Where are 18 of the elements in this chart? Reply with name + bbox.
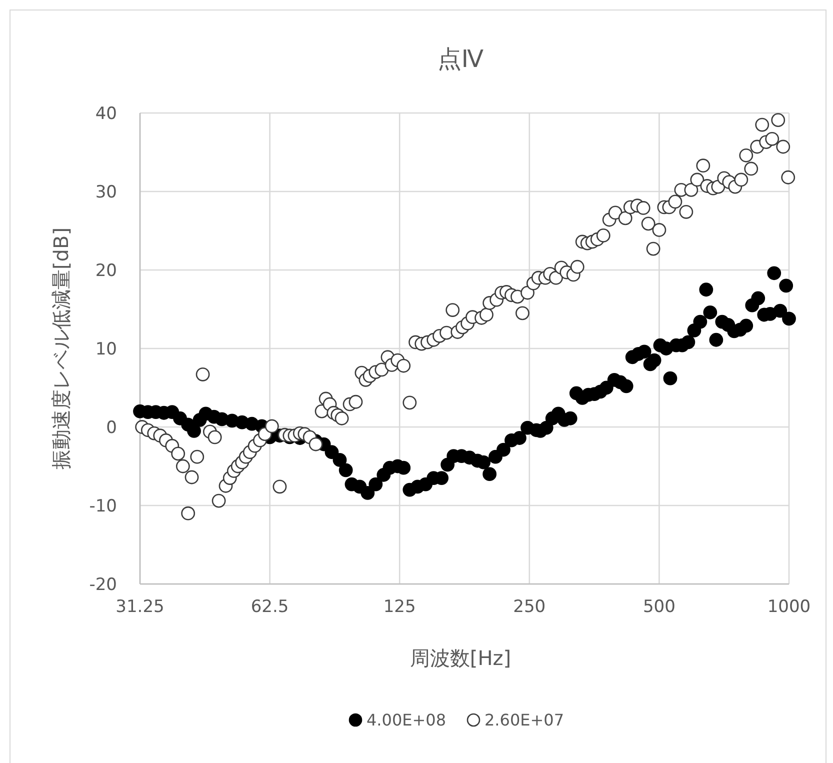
y-tick-label: 20 — [95, 260, 117, 281]
y-tick-label: 10 — [95, 339, 117, 360]
x-tick-label: 125 — [383, 597, 416, 617]
y-axis-title: 振動速度レベル低減量[dB] — [49, 227, 73, 470]
x-tick-label: 62.5 — [250, 597, 289, 617]
x-axis-title: 周波数[Hz] — [410, 646, 512, 670]
x-tick-label: 500 — [642, 597, 676, 617]
legend-label: 2.60E+07 — [484, 710, 564, 730]
y-tick-label: 30 — [95, 182, 117, 202]
x-tick-label: 250 — [513, 597, 546, 617]
y-tick-label: -10 — [89, 496, 117, 516]
y-tick-label: 40 — [95, 104, 117, 124]
x-tick-label: 31.25 — [116, 597, 164, 617]
y-tick-label: 0 — [106, 418, 117, 438]
chart-title: 点Ⅳ — [437, 45, 484, 73]
y-tick-label: -20 — [89, 574, 117, 595]
legend-label: 4.00E+08 — [366, 710, 446, 730]
x-tick-label: 1000 — [767, 597, 811, 617]
